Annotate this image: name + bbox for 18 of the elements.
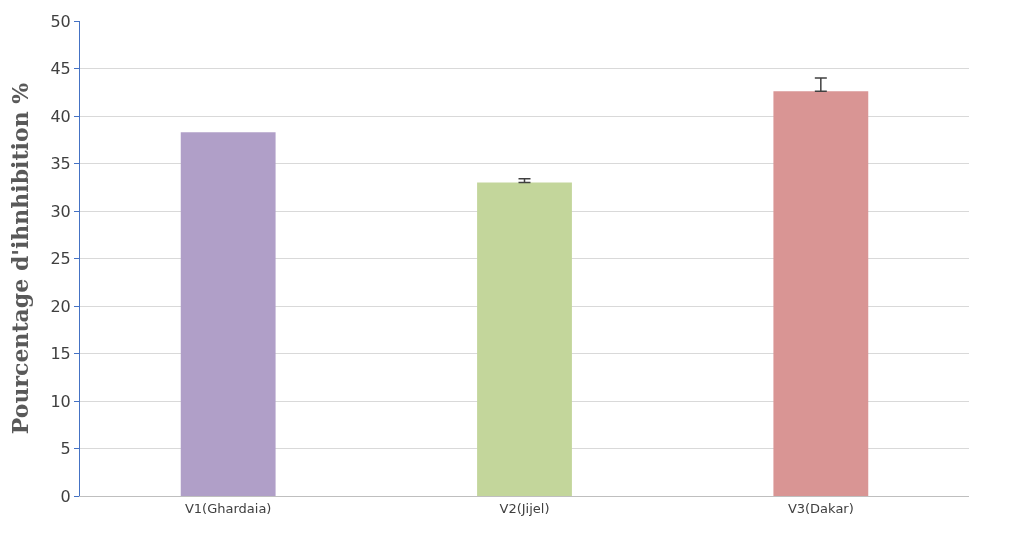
bar bbox=[773, 91, 869, 496]
x-tick-label: V1(Ghardaia) bbox=[184, 500, 272, 516]
y-tick-label: 10 bbox=[50, 391, 71, 411]
bar bbox=[477, 182, 572, 496]
y-tick-label: 5 bbox=[60, 439, 71, 459]
y-axis-title: Pourcentage d'ihnhibition % bbox=[7, 82, 34, 435]
y-tick-label: 15 bbox=[50, 344, 71, 364]
y-tick-label: 35 bbox=[50, 154, 71, 174]
y-tick-label: 20 bbox=[50, 296, 71, 316]
y-tick-label: 45 bbox=[50, 59, 71, 79]
y-tick-label: 50 bbox=[50, 11, 71, 31]
y-tick-label: 30 bbox=[50, 201, 71, 221]
y-tick-label: 40 bbox=[50, 106, 71, 126]
bar bbox=[180, 132, 276, 496]
y-tick-label: 0 bbox=[60, 486, 71, 506]
y-tick-label: 25 bbox=[50, 249, 71, 269]
x-tick-label: V3(Dakar) bbox=[787, 500, 854, 516]
x-tick-label: V2(Jijel) bbox=[499, 500, 550, 516]
